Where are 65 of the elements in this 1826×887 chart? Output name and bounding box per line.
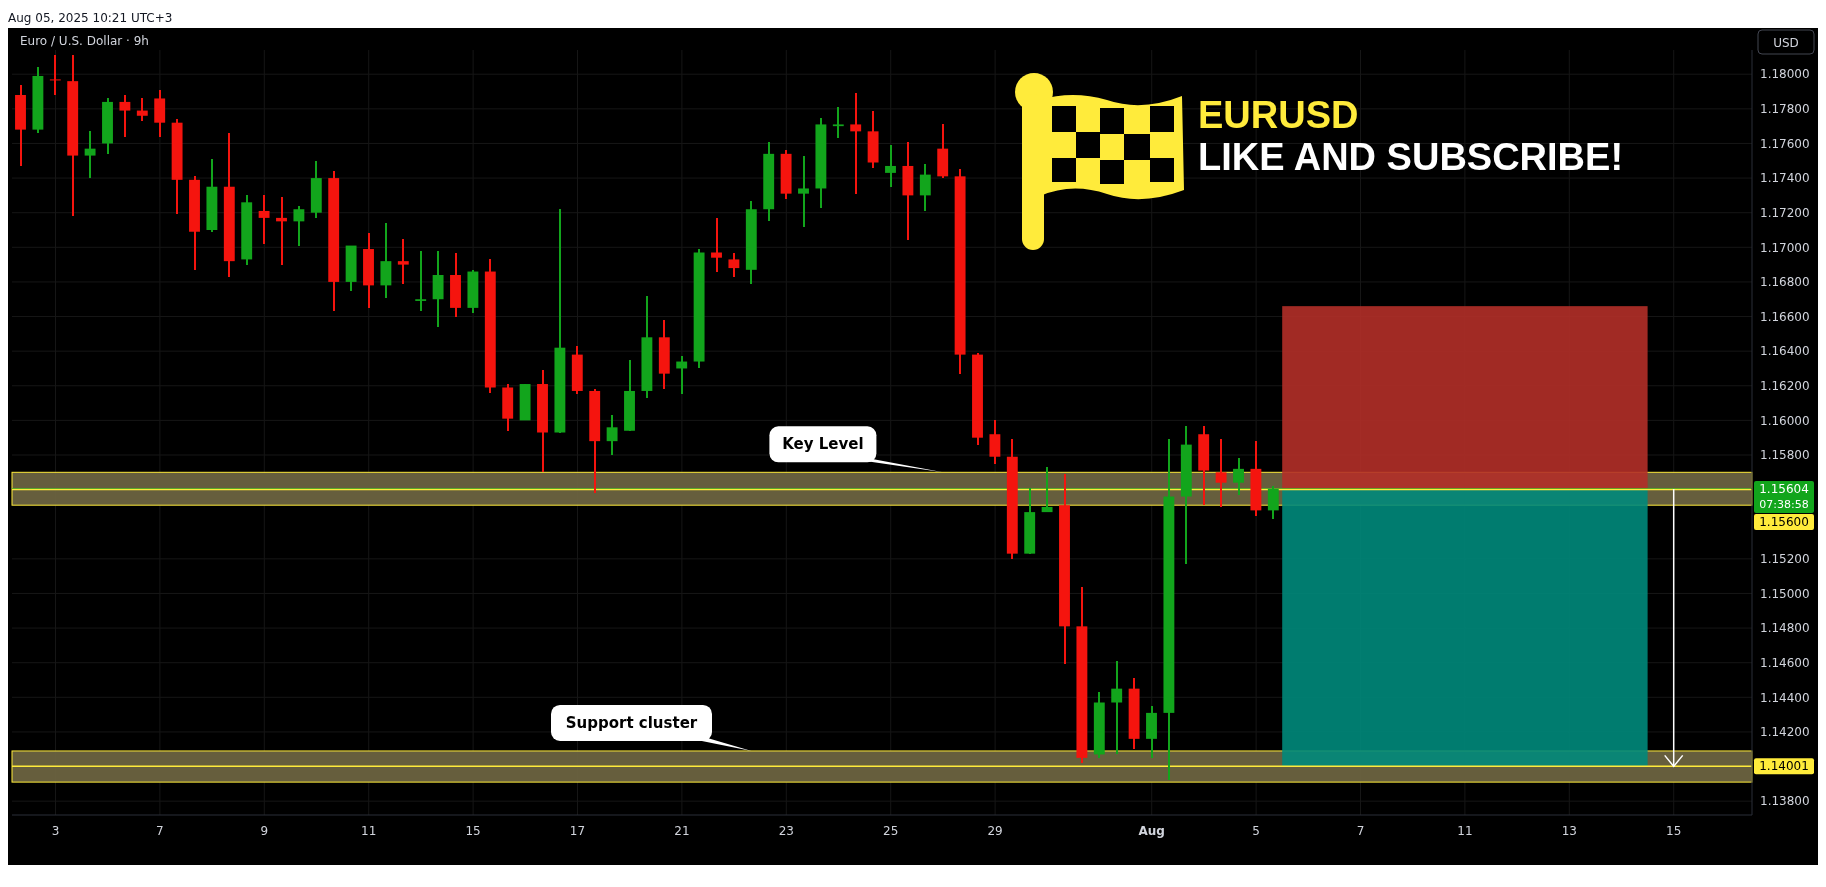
- candlestick: [119, 94, 131, 138]
- text: 07:38:58: [1759, 497, 1809, 511]
- annotation: EURUSD: [1198, 94, 1359, 136]
- text: Aug 05, 2025 10:21 UTC+3: [8, 10, 174, 27]
- x-tick-label: 11: [361, 824, 377, 838]
- x-tick-label: 5: [1252, 824, 1260, 838]
- ref-line-label: 1.15600: [1759, 514, 1809, 529]
- candlestick: [989, 419, 1001, 465]
- x-tick-label: 15: [465, 824, 481, 838]
- y-tick-label: 1.14600: [1760, 655, 1810, 670]
- band-label: Support cluster: [565, 713, 698, 732]
- candlestick: [728, 251, 740, 278]
- x-tick-label: 3: [51, 824, 60, 838]
- y-tick-label: 1.17600: [1760, 136, 1810, 151]
- y-tick-label: 1.16600: [1760, 309, 1810, 324]
- y-tick-label: 1.17400: [1760, 171, 1810, 186]
- candlestick: [293, 204, 305, 247]
- y-tick-label: 1.17800: [1760, 102, 1810, 117]
- ref-line-label: 1.15604: [1759, 481, 1809, 496]
- candlestick: [1215, 438, 1227, 508]
- x-tick-label: 7: [156, 824, 164, 838]
- candlestick: [885, 144, 896, 188]
- x-tick-label: 17: [569, 824, 586, 838]
- candlestick: [711, 216, 722, 273]
- candlestick: [1111, 659, 1123, 756]
- y-tick-label: 1.16400: [1760, 344, 1810, 359]
- y-tick-label: 1.15000: [1760, 586, 1810, 601]
- x-tick-label: 9: [260, 824, 269, 838]
- candlestick: [136, 97, 148, 122]
- y-tick-label: 1.16000: [1760, 413, 1810, 428]
- candlestick: [919, 163, 931, 212]
- candlestick: [798, 154, 809, 228]
- candlestick: [397, 237, 409, 285]
- band-label: Key Level: [782, 435, 864, 454]
- y-tick-label: 1.18000: [1760, 67, 1810, 82]
- y-axis-title: USD: [1773, 36, 1799, 50]
- candlestick: [606, 414, 618, 456]
- y-tick-label: 1.15800: [1760, 448, 1810, 463]
- ref-line-label: 1.14001: [1759, 759, 1809, 774]
- x-tick-label: Aug: [1138, 824, 1165, 838]
- candlestick: [49, 54, 61, 96]
- x-tick-label: 23: [778, 824, 794, 838]
- y-tick-label: 1.14800: [1760, 621, 1810, 636]
- y-tick-label: 1.15200: [1760, 552, 1810, 567]
- annotation: LIKE AND SUBSCRIBE!: [1198, 136, 1624, 178]
- x-tick-label: 29: [987, 824, 1003, 838]
- x-tick-label: 15: [1666, 824, 1682, 838]
- candlestick: [850, 92, 862, 195]
- candlestick: [258, 194, 270, 245]
- y-tick-label: 1.17000: [1760, 240, 1810, 255]
- candlestick: [832, 106, 844, 140]
- x-tick-label: 7: [1356, 824, 1365, 838]
- chart-title: Euro / U.S. Dollar · 9h: [20, 34, 149, 48]
- x-tick-label: 25: [883, 824, 899, 838]
- candlestick: [84, 130, 96, 180]
- y-tick-label: 1.16800: [1760, 275, 1810, 290]
- y-tick-label: 1.14200: [1760, 725, 1810, 740]
- y-tick-label: 1.17200: [1760, 205, 1810, 220]
- x-tick-label: 11: [1457, 824, 1473, 838]
- x-tick-label: 21: [674, 824, 690, 838]
- candlestick: [415, 249, 427, 313]
- y-tick-label: 1.16200: [1760, 379, 1810, 394]
- y-tick-label: 1.14400: [1760, 690, 1810, 705]
- x-tick-label: 13: [1561, 824, 1577, 838]
- y-tick-label: 1.13800: [1760, 794, 1810, 809]
